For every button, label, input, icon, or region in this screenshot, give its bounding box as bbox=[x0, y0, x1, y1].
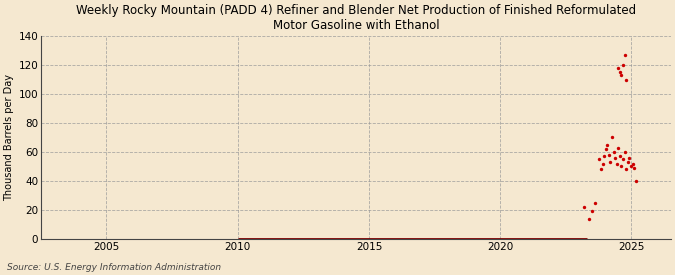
Point bbox=[616, 164, 627, 169]
Point bbox=[602, 142, 613, 147]
Point bbox=[621, 77, 632, 82]
Point bbox=[593, 157, 604, 161]
Point bbox=[619, 53, 630, 57]
Point bbox=[630, 179, 641, 183]
Point bbox=[613, 66, 624, 70]
Point bbox=[600, 147, 611, 151]
Point bbox=[628, 166, 639, 170]
Point bbox=[583, 216, 594, 221]
Point bbox=[599, 154, 610, 158]
Point bbox=[612, 161, 622, 166]
Point bbox=[597, 161, 608, 166]
Y-axis label: Thousand Barrels per Day: Thousand Barrels per Day bbox=[4, 74, 14, 201]
Point bbox=[627, 161, 638, 166]
Point bbox=[626, 164, 637, 169]
Point bbox=[616, 73, 627, 77]
Point bbox=[590, 200, 601, 205]
Point bbox=[608, 150, 619, 154]
Point bbox=[607, 135, 618, 140]
Point bbox=[619, 150, 630, 154]
Point bbox=[613, 145, 624, 150]
Point bbox=[621, 167, 632, 172]
Text: Source: U.S. Energy Information Administration: Source: U.S. Energy Information Administ… bbox=[7, 263, 221, 272]
Point bbox=[603, 153, 614, 157]
Point bbox=[587, 209, 597, 213]
Point bbox=[622, 160, 633, 164]
Point bbox=[614, 70, 625, 75]
Point bbox=[624, 156, 634, 160]
Point bbox=[610, 156, 620, 160]
Point bbox=[605, 160, 616, 164]
Point bbox=[595, 167, 606, 172]
Point bbox=[618, 157, 628, 161]
Point bbox=[614, 154, 625, 158]
Point bbox=[618, 63, 628, 67]
Point bbox=[578, 205, 589, 209]
Title: Weekly Rocky Mountain (PADD 4) Refiner and Blender Net Production of Finished Re: Weekly Rocky Mountain (PADD 4) Refiner a… bbox=[76, 4, 636, 32]
